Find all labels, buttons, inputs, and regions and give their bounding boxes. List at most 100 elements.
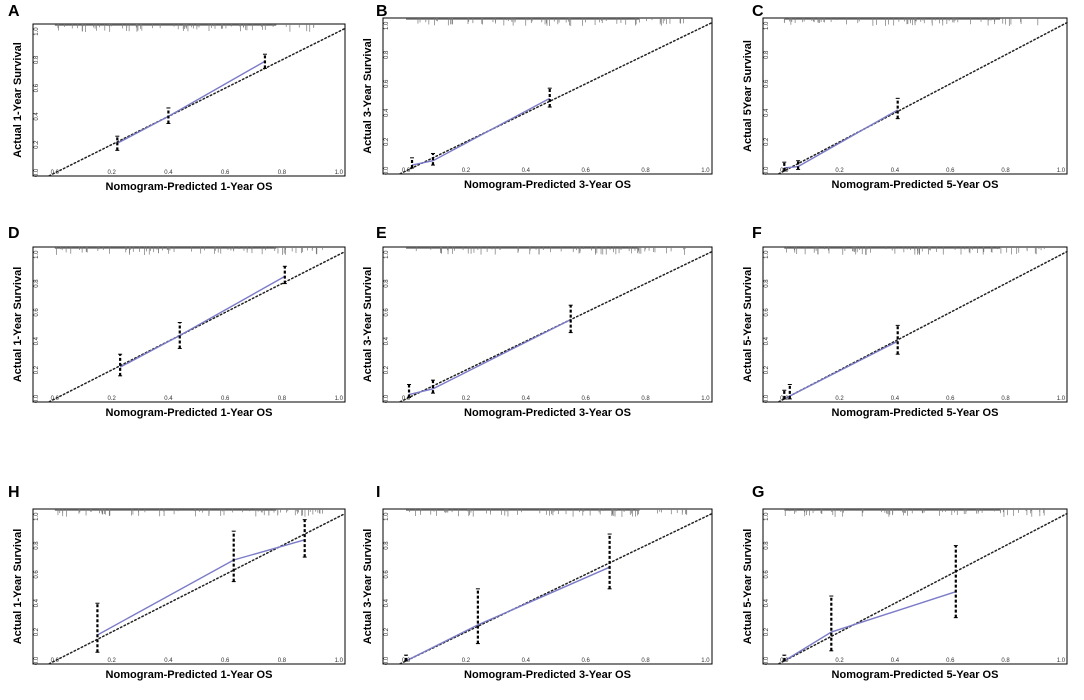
y-tick-label: 0.6 <box>764 308 770 317</box>
x-tick-label: 0.6 <box>221 170 230 176</box>
x-tick-label: 0.2 <box>107 170 116 176</box>
x-tick-label: 0.4 <box>891 396 900 402</box>
y-tick-label: 0.0 <box>764 166 770 175</box>
ideal-line <box>399 512 713 665</box>
x-tick-label: 0.6 <box>221 658 230 664</box>
x-tick-label: 0.4 <box>522 658 531 664</box>
panel-g: G 0.0 0.2 0.4 0.6 0.8 1.0 0.0 0.2 0.4 0.6 0.8 1.0 Nom… <box>742 484 1068 681</box>
x-tick-label: 0.6 <box>946 396 955 402</box>
x-tick-label: 0.0 <box>402 396 411 402</box>
y-tick-label: 0.6 <box>384 308 390 317</box>
x-axis-title: Nomogram-Predicted 5-Year OS <box>832 179 999 191</box>
y-tick-label: 0.4 <box>384 598 390 607</box>
x-tick-label: 1.0 <box>335 658 344 664</box>
x-tick-label: 0.6 <box>946 168 955 174</box>
y-tick-label: 0.0 <box>764 394 770 403</box>
x-tick-label: 1.0 <box>701 658 710 664</box>
x-tick-label: 0.0 <box>51 170 60 176</box>
x-tick-label: 0.0 <box>780 396 789 402</box>
y-tick-label: 1.0 <box>764 21 770 30</box>
y-tick-label: 0.8 <box>384 279 390 288</box>
x-tick-label: 0.4 <box>164 658 173 664</box>
rug-marks <box>784 247 1045 255</box>
x-tick-label: 0.2 <box>107 658 116 664</box>
x-tick-label: 0.2 <box>107 396 116 402</box>
y-tick-label: 0.4 <box>384 108 390 117</box>
plot-frame <box>762 246 1068 403</box>
y-axis-title: Actual 3-Year Survival <box>362 38 374 154</box>
y-tick-label: 0.0 <box>764 656 770 665</box>
y-tick-label: 0.6 <box>384 570 390 579</box>
panel-letter: C <box>752 3 764 20</box>
panel-letter: G <box>752 484 764 501</box>
y-axis-title: Actual 1-Year Survival <box>12 267 24 383</box>
panel-letter: I <box>376 484 380 501</box>
x-tick-label: 0.0 <box>402 168 411 174</box>
x-tick-label: 0.6 <box>946 658 955 664</box>
y-tick-label: 1.0 <box>384 21 390 30</box>
calibration-line <box>411 97 551 166</box>
y-tick-label: 0.6 <box>764 79 770 88</box>
y-tick-label: 1.0 <box>764 512 770 521</box>
y-axis-title: Actual 3-Year Survival <box>362 267 374 383</box>
y-tick-label: 0.8 <box>384 541 390 550</box>
ideal-line <box>777 512 1068 665</box>
x-tick-label: 0.8 <box>278 396 287 402</box>
y-tick-label: 0.8 <box>34 55 40 64</box>
rug-marks <box>406 509 688 517</box>
x-axis-title: Nomogram-Predicted 5-Year OS <box>832 669 999 681</box>
y-axis-title: Actual 1-Year Survival <box>12 529 24 645</box>
y-tick-label: 0.2 <box>34 365 40 374</box>
x-tick-label: 0.6 <box>581 168 590 174</box>
y-tick-label: 0.6 <box>34 308 40 317</box>
panel-letter: A <box>8 3 20 20</box>
panel-c: C 0.0 0.2 0.4 0.6 0.8 1.0 0.0 0.2 0.4 0.6 0.8 1.0 Nom… <box>742 3 1068 191</box>
x-tick-label: 1.0 <box>1057 658 1066 664</box>
plot-frame <box>32 23 346 177</box>
x-axis-title: Nomogram-Predicted 3-Year OS <box>464 407 631 419</box>
y-tick-label: 0.2 <box>384 137 390 146</box>
x-tick-label: 0.8 <box>641 658 650 664</box>
y-tick-label: 0.0 <box>384 394 390 403</box>
y-tick-label: 0.0 <box>34 656 40 665</box>
ideal-line <box>48 250 346 403</box>
y-tick-label: 0.6 <box>384 79 390 88</box>
panel-letter: B <box>376 3 388 20</box>
panel-f: F 0.0 0.2 0.4 0.6 0.8 1.0 0.0 0.2 0.4 0.6 0.8 1.0 Nom… <box>742 225 1068 419</box>
x-tick-label: 0.8 <box>1001 168 1010 174</box>
plot-frame <box>32 246 346 403</box>
x-tick-label: 0.4 <box>164 396 173 402</box>
calibration-line <box>408 318 572 396</box>
x-tick-label: 0.8 <box>641 168 650 174</box>
rug-marks <box>406 18 684 26</box>
y-tick-label: 0.0 <box>384 656 390 665</box>
panel-letter: D <box>8 225 20 242</box>
y-tick-label: 0.4 <box>34 112 40 121</box>
y-tick-label: 0.0 <box>384 166 390 175</box>
panel-letter: H <box>8 484 20 501</box>
x-tick-label: 0.0 <box>780 168 789 174</box>
x-axis-title: Nomogram-Predicted 1-Year OS <box>106 181 273 193</box>
x-tick-label: 0.2 <box>462 658 471 664</box>
y-tick-label: 0.2 <box>764 627 770 636</box>
x-tick-label: 0.4 <box>891 168 900 174</box>
x-axis-title: Nomogram-Predicted 5-Year OS <box>832 407 999 419</box>
x-tick-label: 0.4 <box>891 658 900 664</box>
y-tick-label: 0.6 <box>34 570 40 579</box>
x-tick-label: 1.0 <box>335 170 344 176</box>
y-tick-label: 0.6 <box>764 570 770 579</box>
plot-frame <box>382 17 713 175</box>
x-tick-label: 0.2 <box>835 658 844 664</box>
ideal-line <box>48 512 346 665</box>
y-tick-label: 0.8 <box>34 279 40 288</box>
rug-marks <box>54 24 315 32</box>
x-tick-label: 0.6 <box>221 396 230 402</box>
y-tick-label: 1.0 <box>34 512 40 521</box>
x-tick-label: 0.2 <box>462 168 471 174</box>
x-tick-label: 1.0 <box>701 168 710 174</box>
x-tick-label: 0.4 <box>522 396 531 402</box>
ideal-line <box>777 21 1068 175</box>
y-tick-label: 0.8 <box>34 541 40 550</box>
calibration-line <box>783 591 957 662</box>
x-tick-label: 1.0 <box>701 396 710 402</box>
